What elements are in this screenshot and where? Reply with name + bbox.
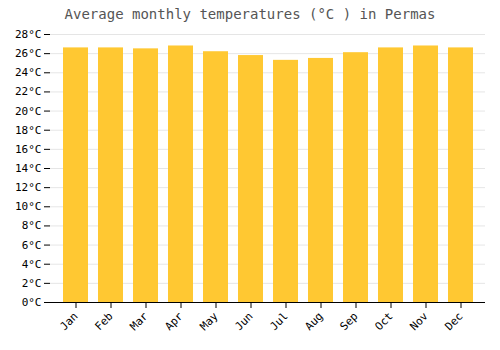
svg-text:24°C: 24°C [15, 66, 42, 79]
svg-text:20°C: 20°C [15, 105, 42, 118]
svg-text:Sep: Sep [337, 310, 360, 333]
svg-text:May: May [197, 309, 221, 333]
svg-text:Jul: Jul [267, 310, 290, 333]
svg-text:16°C: 16°C [15, 143, 42, 156]
svg-text:Jun: Jun [232, 310, 255, 333]
svg-text:10°C: 10°C [15, 200, 42, 213]
svg-text:Nov: Nov [407, 309, 431, 333]
svg-text:28°C: 28°C [15, 28, 42, 41]
svg-text:Aug: Aug [302, 310, 325, 333]
svg-text:6°C: 6°C [22, 239, 42, 252]
svg-text:22°C: 22°C [15, 85, 42, 98]
svg-text:12°C: 12°C [15, 181, 42, 194]
svg-text:26°C: 26°C [15, 47, 42, 60]
svg-text:Jan: Jan [57, 310, 80, 333]
svg-text:Mar: Mar [127, 309, 151, 333]
svg-text:Apr: Apr [162, 309, 186, 333]
svg-text:14°C: 14°C [15, 162, 42, 175]
svg-text:0°C: 0°C [22, 296, 42, 309]
svg-text:4°C: 4°C [22, 258, 42, 271]
svg-text:Oct: Oct [372, 310, 395, 333]
svg-text:Feb: Feb [92, 310, 115, 333]
svg-text:2°C: 2°C [22, 277, 42, 290]
svg-text:Dec: Dec [442, 310, 465, 333]
svg-text:8°C: 8°C [22, 219, 42, 232]
svg-text:18°C: 18°C [15, 124, 42, 137]
html-text:Average monthly temperatures (: Average monthly temperatures (°C ) in Pe… [64, 6, 436, 22]
